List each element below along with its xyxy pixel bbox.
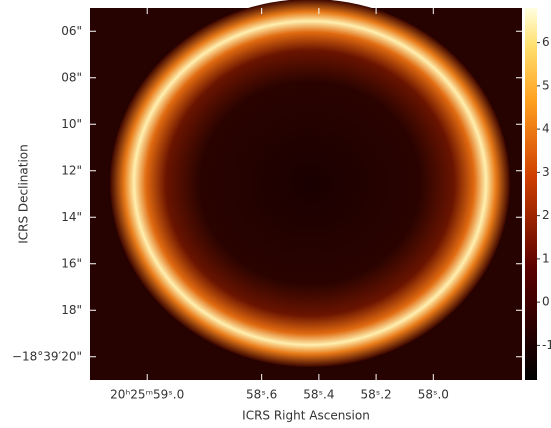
y-tick-label: 12": [61, 163, 82, 177]
x-tick-label: 58ˢ.0: [418, 388, 449, 402]
x-tick-label: 58ˢ.2: [360, 388, 391, 402]
ring-emission: [110, 0, 510, 367]
y-tick-label: 06": [61, 24, 82, 38]
colorbar-tick-label: 0: [542, 295, 550, 309]
y-tick-label: 14": [61, 210, 82, 224]
colorbar-tick-label: 5: [542, 78, 550, 92]
y-axis-label: ICRS Declination: [17, 144, 31, 244]
colorbar-tick-label: 4: [542, 122, 550, 136]
y-tick-label: 18": [61, 303, 82, 317]
x-tick-label: 20ʰ25ᵐ59ˢ.0: [110, 388, 184, 402]
y-tick-label: 16": [61, 256, 82, 270]
x-tick-label: 58ˢ.6: [246, 388, 277, 402]
colorbar-tick-label: 1: [542, 251, 550, 265]
y-tick-label: 10": [61, 117, 82, 131]
y-tick-label: 08": [61, 70, 82, 84]
chart: ICRS Right Ascension ICRS Declination 20…: [0, 0, 551, 428]
colorbar-tick-label: 2: [542, 208, 550, 222]
colorbar-tick-label: 6: [542, 35, 550, 49]
colorbar-tick-label: 3: [542, 165, 550, 179]
x-tick-label: 58ˢ.4: [303, 388, 334, 402]
colorbar: [525, 8, 537, 380]
x-axis-label: ICRS Right Ascension: [242, 409, 370, 423]
y-tick-label: −18°39′20": [12, 349, 82, 363]
colorbar-tick-label: -1: [542, 338, 551, 352]
